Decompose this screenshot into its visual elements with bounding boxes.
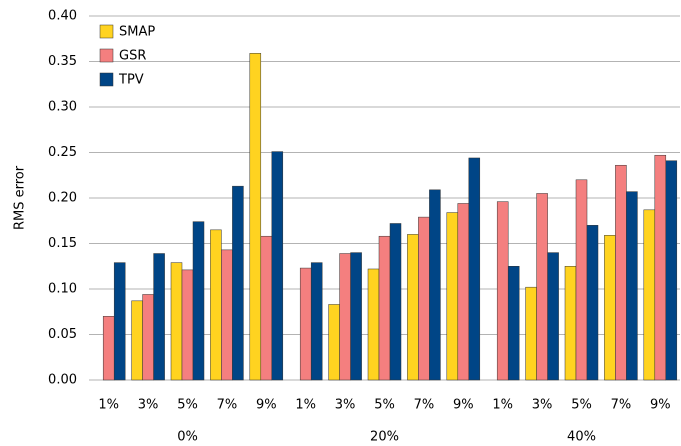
x-tick-label: 5%: [177, 398, 198, 413]
bar: [457, 203, 470, 381]
x-tick-label: 1%: [295, 398, 316, 413]
x-tick-label: 1%: [492, 398, 513, 413]
bar: [192, 221, 205, 381]
bar: [536, 193, 548, 381]
bar: [429, 189, 441, 381]
bar: [468, 157, 481, 381]
y-tick-label: 0.40: [48, 9, 77, 24]
group-label: 40%: [567, 430, 596, 445]
bar: [131, 300, 143, 381]
x-tick-label: 5%: [374, 398, 395, 413]
bar: [643, 209, 656, 381]
bar: [260, 235, 273, 381]
y-tick-label: 0.35: [48, 54, 77, 69]
bar: [153, 253, 165, 381]
bar: [507, 266, 520, 381]
bar: [446, 212, 459, 381]
bar: [604, 235, 616, 381]
bar: [232, 185, 244, 381]
bar: [418, 216, 430, 381]
x-tick-label: 5%: [571, 398, 592, 413]
bar: [665, 160, 678, 381]
bar: [575, 179, 588, 381]
bar: [654, 154, 667, 381]
bar: [586, 225, 599, 381]
x-tick-label: 3%: [335, 398, 356, 413]
bar: [367, 268, 380, 381]
bar: [102, 316, 115, 381]
bar: [271, 151, 284, 381]
y-axis-label: RMS error: [13, 165, 28, 230]
bar: [525, 286, 537, 381]
y-tick-label: 0.30: [48, 100, 77, 115]
bar: [328, 304, 340, 381]
y-tick-label: 0.25: [48, 145, 77, 160]
bar: [350, 252, 362, 381]
y-tick-label: 0.00: [48, 373, 77, 388]
y-tick-label: 0.05: [48, 327, 77, 342]
x-tick-label: 9%: [650, 398, 671, 413]
bar: [113, 262, 126, 381]
bar: [221, 249, 233, 381]
bar: [249, 53, 262, 381]
x-tick-label: 7%: [611, 398, 632, 413]
bar: [389, 223, 402, 381]
bar: [615, 164, 627, 381]
legend-swatch: [99, 48, 114, 63]
legend-swatch: [99, 72, 114, 87]
y-tick-label: 0.15: [48, 236, 77, 251]
group-label: 20%: [370, 430, 399, 445]
legend-label: GSR: [119, 49, 146, 64]
y-tick-label: 0.20: [48, 191, 77, 206]
legend-label: TPV: [118, 73, 144, 88]
bar: [496, 201, 509, 381]
bar: [378, 235, 391, 381]
y-tick-label: 0.10: [48, 282, 77, 297]
group-label: 0%: [177, 430, 198, 445]
bar: [339, 253, 351, 381]
x-tick-label: 7%: [217, 398, 238, 413]
x-tick-label: 3%: [532, 398, 553, 413]
x-tick-label: 3%: [138, 398, 159, 413]
bar: [299, 267, 312, 381]
legend-label: SMAP: [119, 25, 155, 40]
x-tick-label: 9%: [453, 398, 474, 413]
legend-swatch: [99, 24, 114, 39]
bar: [407, 234, 419, 381]
bar: [626, 191, 638, 381]
bar: [564, 266, 577, 381]
bar: [210, 229, 222, 381]
bar: [310, 262, 323, 381]
x-tick-label: 9%: [256, 398, 277, 413]
x-tick-label: 1%: [98, 398, 119, 413]
bar: [142, 294, 154, 381]
bar: [181, 269, 194, 381]
bar: [547, 252, 559, 381]
x-tick-label: 7%: [414, 398, 435, 413]
bar: [170, 262, 183, 381]
